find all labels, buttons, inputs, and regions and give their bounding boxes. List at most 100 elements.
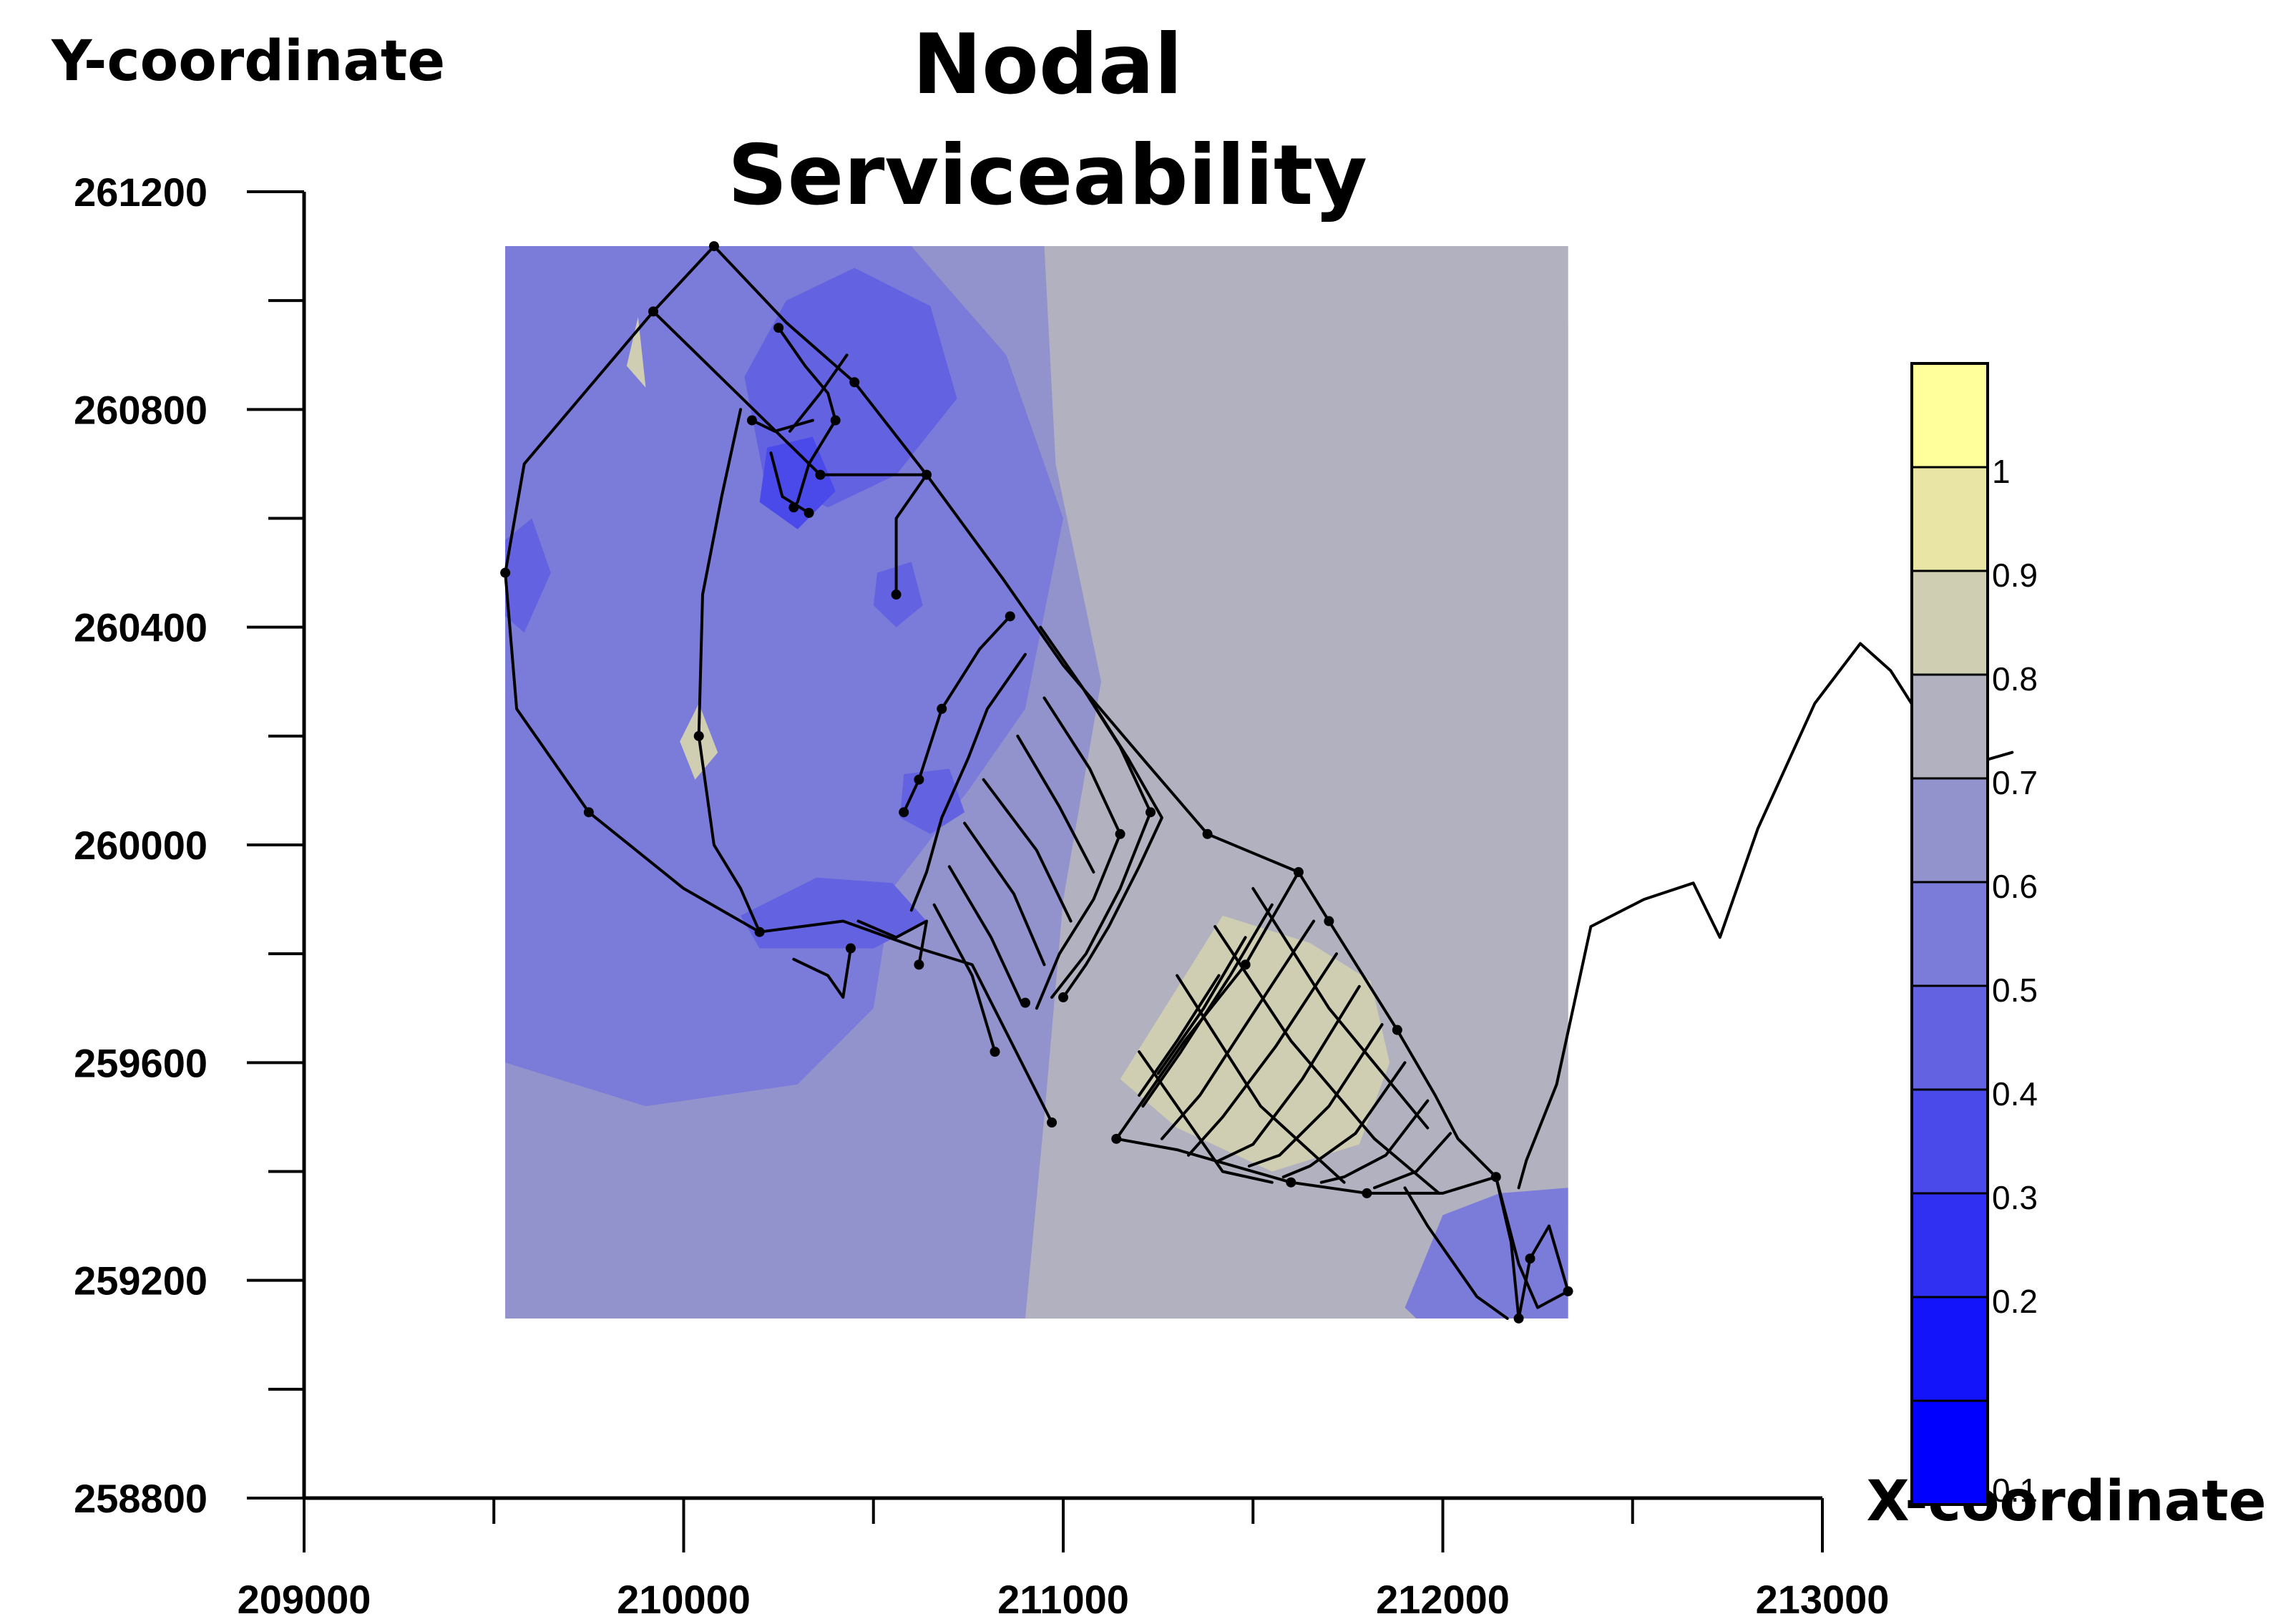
network-node: [937, 703, 947, 714]
pipe-segment-40: [1213, 925, 1441, 1195]
network-node: [754, 926, 765, 937]
pipe-segment-23: [1035, 696, 1122, 1010]
pipe-segment-0: [504, 245, 1054, 1124]
legend-band-0.8: [1910, 673, 1989, 780]
network-node: [914, 774, 924, 785]
pipe-segment-6: [751, 419, 814, 433]
legend-label-0.5: 0.5: [1992, 972, 2038, 1009]
network-node: [1513, 1313, 1524, 1324]
pipe-segment-28: [932, 903, 997, 1054]
pipe-segment-25: [982, 778, 1073, 923]
network-node: [899, 807, 909, 818]
pipe-segment-11: [909, 652, 1027, 912]
contour-zone-7: [505, 518, 551, 633]
x-tick-label: 213000: [1756, 1577, 1890, 1622]
network-node: [773, 323, 784, 333]
legend-band-top: [1910, 362, 1989, 469]
pipe-segment-20: [792, 946, 852, 999]
legend-label-0.4: 0.4: [1992, 1075, 2038, 1112]
x-tick-label: 209000: [238, 1577, 371, 1622]
legend-label-0.1: 0.1: [1992, 1472, 2038, 1509]
network-node: [1563, 1286, 1573, 1296]
legend-band-0.5: [1910, 984, 1989, 1091]
pipe-segment-26: [963, 821, 1046, 967]
pipe-segment-17: [1517, 1224, 1570, 1320]
legend-band-0.7: [1910, 777, 1989, 884]
network-nodes: [500, 241, 1573, 1324]
y-tick-label: 260400: [74, 605, 207, 650]
network-node: [746, 415, 757, 426]
pipe-segment-13: [1115, 871, 1300, 1140]
network-node: [648, 306, 659, 317]
pipe-segment-31: [1217, 984, 1361, 1163]
network-node: [1111, 1133, 1122, 1144]
network-node: [849, 377, 860, 388]
legend-band-0.6: [1910, 881, 1989, 987]
pipe-segment-16: [1494, 1175, 1520, 1320]
network-node: [1240, 959, 1251, 970]
contour-zone-6: [759, 436, 836, 529]
legend-band-0.4: [1910, 1088, 1989, 1195]
contour-zone-3: [505, 246, 1063, 1107]
y-axis-label: Y-coordinate: [51, 29, 445, 94]
y-tick-label: 261200: [74, 170, 207, 215]
legend-label-0.7: 0.7: [1992, 764, 2038, 801]
pipe-segment-7: [769, 451, 811, 514]
legend-band-0.9: [1910, 569, 1989, 676]
y-tick-label: 259200: [74, 1258, 207, 1303]
network-node: [1047, 1117, 1058, 1128]
legend-label-0.3: 0.3: [1992, 1179, 2038, 1216]
network-node: [922, 469, 932, 480]
legend-label-0.9: 0.9: [1992, 557, 2038, 594]
x-tick-label: 211000: [997, 1577, 1129, 1622]
pipe-segment-24: [1016, 734, 1095, 874]
legend-colorbar: 1 0.9 0.8 0.7 0.6 0.5 0.4 0.3 0.2 0.1: [1910, 362, 2038, 1509]
network-node: [1115, 828, 1125, 839]
chart-title-line-2: Serviceability: [728, 127, 1367, 224]
legend-outline: [1910, 362, 1989, 1506]
y-tick-label: 259600: [74, 1040, 207, 1085]
pipe-segment-3: [894, 473, 928, 596]
network-node: [1293, 867, 1304, 878]
pipe-segment-27: [947, 865, 1023, 1004]
pipe-segment-22: [1062, 691, 1163, 999]
pipe-segment-35: [1373, 1132, 1452, 1190]
legend-label-0.6: 0.6: [1992, 868, 2038, 905]
network-node: [1020, 997, 1030, 1008]
network-node: [1362, 1188, 1372, 1198]
network-node: [830, 415, 841, 426]
pipe-segment-39: [1176, 974, 1346, 1184]
network-node: [990, 1047, 1000, 1057]
network-node: [708, 241, 719, 252]
network-node: [788, 502, 799, 513]
network-node: [1490, 1172, 1501, 1183]
pipe-segment-33: [1281, 1061, 1407, 1179]
y-tick-label: 258800: [74, 1476, 207, 1521]
network-node: [583, 807, 594, 818]
network-node: [693, 730, 704, 741]
y-tick-label: 260800: [74, 387, 207, 432]
legend-band-1: [1910, 466, 1989, 572]
network-node: [804, 507, 814, 518]
x-tick-label: 210000: [617, 1577, 751, 1622]
network-node: [815, 469, 826, 480]
pipe-segment-36: [1141, 903, 1274, 1108]
network-node: [1392, 1024, 1402, 1035]
pipe-segment-34: [1319, 1099, 1430, 1184]
pipe-segment-21: [856, 919, 928, 967]
legend-label-1: 1: [1992, 453, 2011, 490]
legend-band-0.2: [1910, 1296, 1989, 1402]
pipe-segment-37: [1156, 936, 1247, 1075]
pipe-segment-30: [1187, 952, 1338, 1157]
legend-label-0.2: 0.2: [1992, 1283, 2038, 1320]
contour-zone-12: [626, 317, 646, 388]
network-node: [1286, 1177, 1296, 1188]
chart-title-line-1: Nodal: [912, 16, 1183, 113]
network-node: [914, 959, 924, 970]
contour-field: [505, 246, 1568, 1319]
y-tick-label: 260000: [74, 823, 207, 868]
network-node: [845, 943, 856, 954]
pipe-segment-38: [1138, 974, 1221, 1097]
pipe-segment-1: [712, 245, 1300, 874]
